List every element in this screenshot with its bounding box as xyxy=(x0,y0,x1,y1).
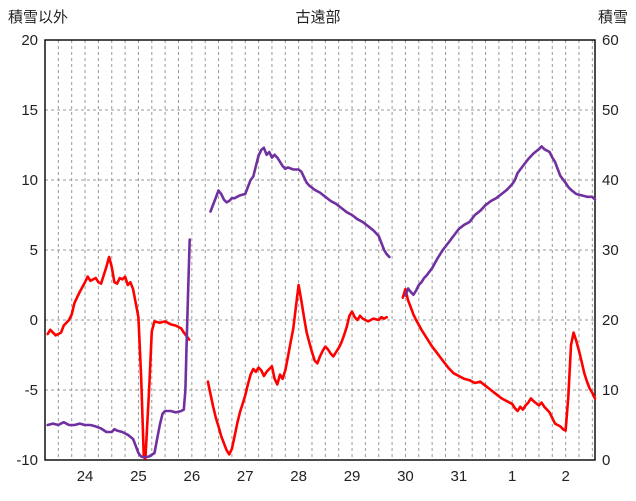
chart-title: 古遠部 xyxy=(295,9,341,26)
svg-text:15: 15 xyxy=(21,102,38,119)
svg-text:0: 0 xyxy=(602,452,610,469)
left-axis-title: 積雪以外 xyxy=(8,9,69,26)
gridlines xyxy=(45,40,595,460)
svg-text:29: 29 xyxy=(344,468,361,485)
svg-text:27: 27 xyxy=(237,468,254,485)
svg-text:28: 28 xyxy=(290,468,307,485)
svg-text:30: 30 xyxy=(602,242,619,259)
svg-text:10: 10 xyxy=(602,382,619,399)
x-axis-tick-labels: 24 25 26 27 28 29 30 31 1 2 xyxy=(77,468,570,485)
series-snow-line xyxy=(46,145,597,459)
svg-text:-10: -10 xyxy=(16,452,38,469)
left-axis-tick-labels: 20 15 10 5 0 -5 -10 xyxy=(16,32,38,469)
svg-text:20: 20 xyxy=(602,312,619,329)
chart-header: 積雪以外 古遠部 積雪 xyxy=(0,6,636,30)
svg-text:26: 26 xyxy=(184,468,201,485)
svg-text:10: 10 xyxy=(21,172,38,189)
right-axis-tick-labels: 60 50 40 30 20 10 0 xyxy=(602,32,619,469)
svg-text:31: 31 xyxy=(450,468,467,485)
svg-text:1: 1 xyxy=(508,468,516,485)
right-axis-title: 積雪 xyxy=(597,9,628,26)
svg-text:40: 40 xyxy=(602,172,619,189)
svg-text:30: 30 xyxy=(397,468,414,485)
svg-text:25: 25 xyxy=(130,468,147,485)
svg-text:5: 5 xyxy=(30,242,38,259)
plot-border xyxy=(44,39,596,461)
series-non-snow-line xyxy=(46,255,597,460)
svg-text:2: 2 xyxy=(561,468,569,485)
svg-text:20: 20 xyxy=(21,32,38,49)
svg-text:-5: -5 xyxy=(25,382,38,399)
svg-text:24: 24 xyxy=(77,468,94,485)
svg-text:60: 60 xyxy=(602,32,619,49)
svg-text:50: 50 xyxy=(602,102,619,119)
svg-text:0: 0 xyxy=(30,312,38,329)
